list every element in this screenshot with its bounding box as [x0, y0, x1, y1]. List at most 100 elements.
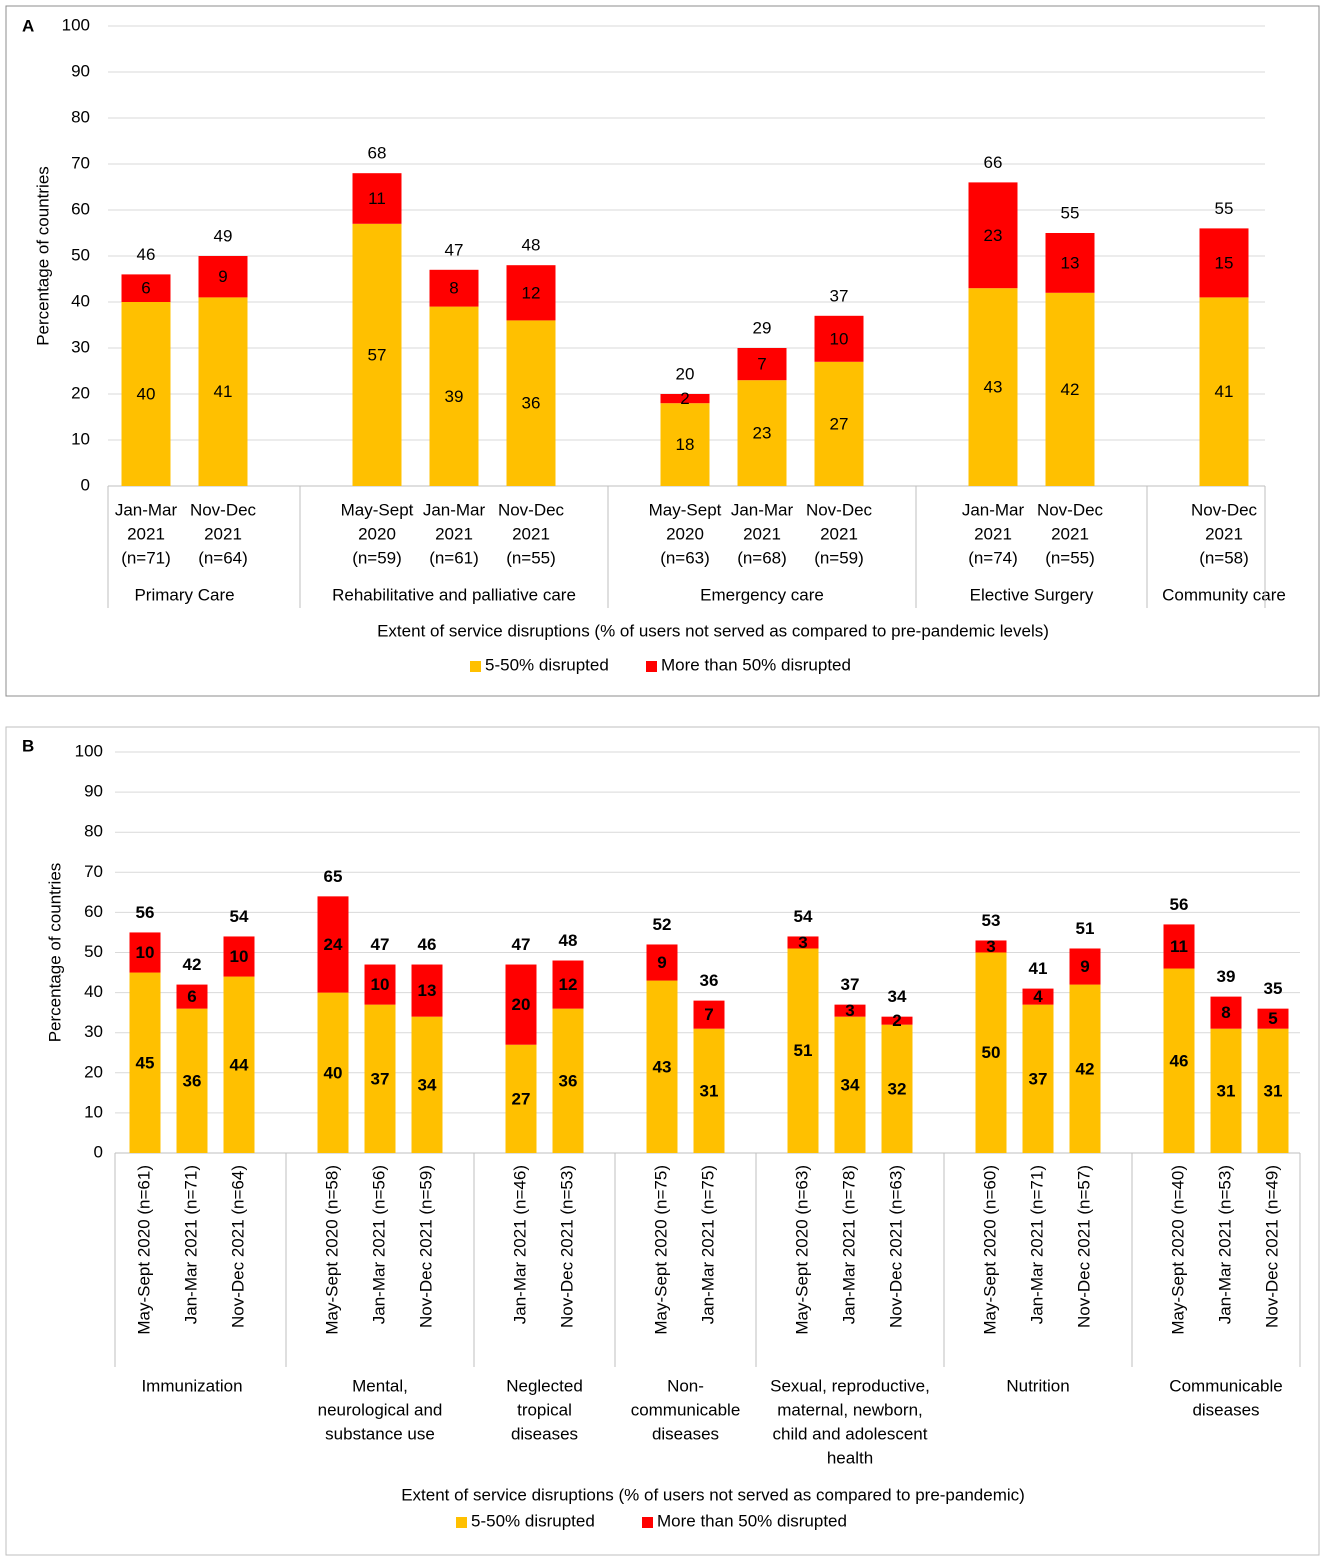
x-tick-label: Nov-Dec [190, 500, 257, 519]
bar-segment [968, 288, 1018, 486]
bar-segment [317, 992, 349, 1153]
bar-segment [881, 1024, 913, 1153]
y-tick-label: 0 [94, 1142, 103, 1161]
group-label: communicable [631, 1400, 741, 1419]
data-label: 12 [522, 283, 541, 302]
x-tick-label: Nov-Dec 2021 (n=63) [886, 1165, 905, 1328]
data-label: 13 [1061, 253, 1080, 272]
legend-swatch [456, 1517, 467, 1528]
x-tick-label: Nov-Dec 2021 (n=57) [1074, 1165, 1093, 1328]
x-tick-label: (n=58) [1199, 548, 1249, 567]
x-tick-label: 2020 [358, 524, 396, 543]
data-label: 57 [368, 345, 387, 364]
bar-segment [1257, 1028, 1289, 1153]
bar-segment [1210, 1028, 1242, 1153]
total-label: 55 [1061, 203, 1080, 222]
bar-segment [814, 315, 864, 362]
x-tick-label: 2021 [435, 524, 473, 543]
data-label: 3 [798, 933, 807, 952]
total-label: 51 [1076, 919, 1095, 938]
bar-segment [364, 1004, 396, 1153]
total-label: 37 [841, 975, 860, 994]
data-label: 42 [1076, 1059, 1095, 1078]
bar-segment [737, 380, 787, 486]
data-label: 11 [1170, 937, 1188, 956]
bar-segment [975, 940, 1007, 953]
x-tick-label: Nov-Dec [498, 500, 565, 519]
data-label: 2 [680, 389, 689, 408]
x-tick-label: (n=61) [429, 548, 479, 567]
bar-segment [1022, 1004, 1054, 1153]
total-label: 49 [214, 226, 233, 245]
data-label: 6 [187, 987, 196, 1006]
group-label: tropical [517, 1400, 572, 1419]
total-label: 54 [230, 907, 249, 926]
data-label: 50 [982, 1043, 1001, 1062]
data-label: 12 [559, 975, 578, 994]
y-tick-label: 70 [71, 153, 90, 172]
y-axis-title: Percentage of countries [45, 863, 64, 1043]
data-label: 44 [230, 1055, 249, 1074]
x-tick-label: Jan-Mar 2021 (n=71) [181, 1165, 200, 1324]
x-tick-label: May-Sept 2020 (n=75) [651, 1165, 670, 1335]
bar-segment [1069, 984, 1101, 1153]
bar-segment [737, 348, 787, 381]
data-label: 3 [986, 937, 995, 956]
group-label: substance use [325, 1424, 435, 1443]
total-label: 47 [371, 935, 390, 954]
total-label: 48 [522, 236, 541, 255]
bar-segment [814, 361, 864, 486]
x-tick-label: (n=68) [737, 548, 787, 567]
bar-segment [317, 896, 349, 993]
group-label: maternal, newborn, [777, 1400, 923, 1419]
bar-segment [121, 302, 171, 486]
x-tick-label: May-Sept 2020 (n=61) [134, 1165, 153, 1335]
bar-segment [1069, 948, 1101, 985]
bar-segment [552, 1008, 584, 1153]
data-label: 15 [1215, 253, 1234, 272]
y-tick-label: 60 [84, 902, 103, 921]
bar-segment [506, 265, 556, 321]
data-label: 36 [522, 394, 541, 413]
data-label: 51 [794, 1041, 813, 1060]
x-tick-label: Jan-Mar [423, 500, 486, 519]
group-label: Elective Surgery [970, 585, 1094, 604]
y-tick-label: 20 [71, 383, 90, 402]
total-label: 35 [1264, 979, 1283, 998]
data-label: 27 [830, 414, 849, 433]
bar-segment [129, 972, 161, 1153]
x-tick-label: 2021 [1205, 524, 1243, 543]
x-tick-label: (n=63) [660, 548, 710, 567]
legend-swatch [470, 661, 481, 672]
y-tick-label: 40 [71, 291, 90, 310]
bar-segment [198, 256, 248, 298]
bar-segment [881, 1016, 913, 1025]
y-tick-label: 30 [71, 337, 90, 356]
panel-label: A [22, 16, 34, 35]
x-tick-label: Jan-Mar 2021 (n=75) [698, 1165, 717, 1324]
group-label: child and adolescent [772, 1424, 927, 1443]
group-label: Non- [667, 1376, 704, 1395]
data-label: 42 [1061, 380, 1080, 399]
data-label: 8 [1221, 1003, 1230, 1022]
total-label: 54 [794, 907, 813, 926]
data-label: 13 [418, 981, 437, 1000]
x-tick-label: Nov-Dec 2021 (n=49) [1262, 1165, 1281, 1328]
bar-segment [411, 1016, 443, 1153]
bar-segment [787, 936, 819, 949]
bar-segment [1199, 228, 1249, 298]
data-label: 10 [371, 975, 390, 994]
x-tick-label: 2021 [1051, 524, 1089, 543]
data-label: 37 [371, 1069, 390, 1088]
data-label: 10 [230, 947, 249, 966]
x-tick-label: 2021 [204, 524, 242, 543]
x-tick-label: Nov-Dec [806, 500, 873, 519]
bar-segment [975, 952, 1007, 1153]
total-label: 56 [1170, 895, 1189, 914]
data-label: 36 [183, 1071, 202, 1090]
panel-frame [5, 5, 1320, 697]
bar-segment [968, 182, 1018, 289]
x-axis-title: Extent of service disruptions (% of user… [401, 1485, 1025, 1504]
y-tick-label: 40 [84, 982, 103, 1001]
data-label: 31 [1217, 1081, 1236, 1100]
